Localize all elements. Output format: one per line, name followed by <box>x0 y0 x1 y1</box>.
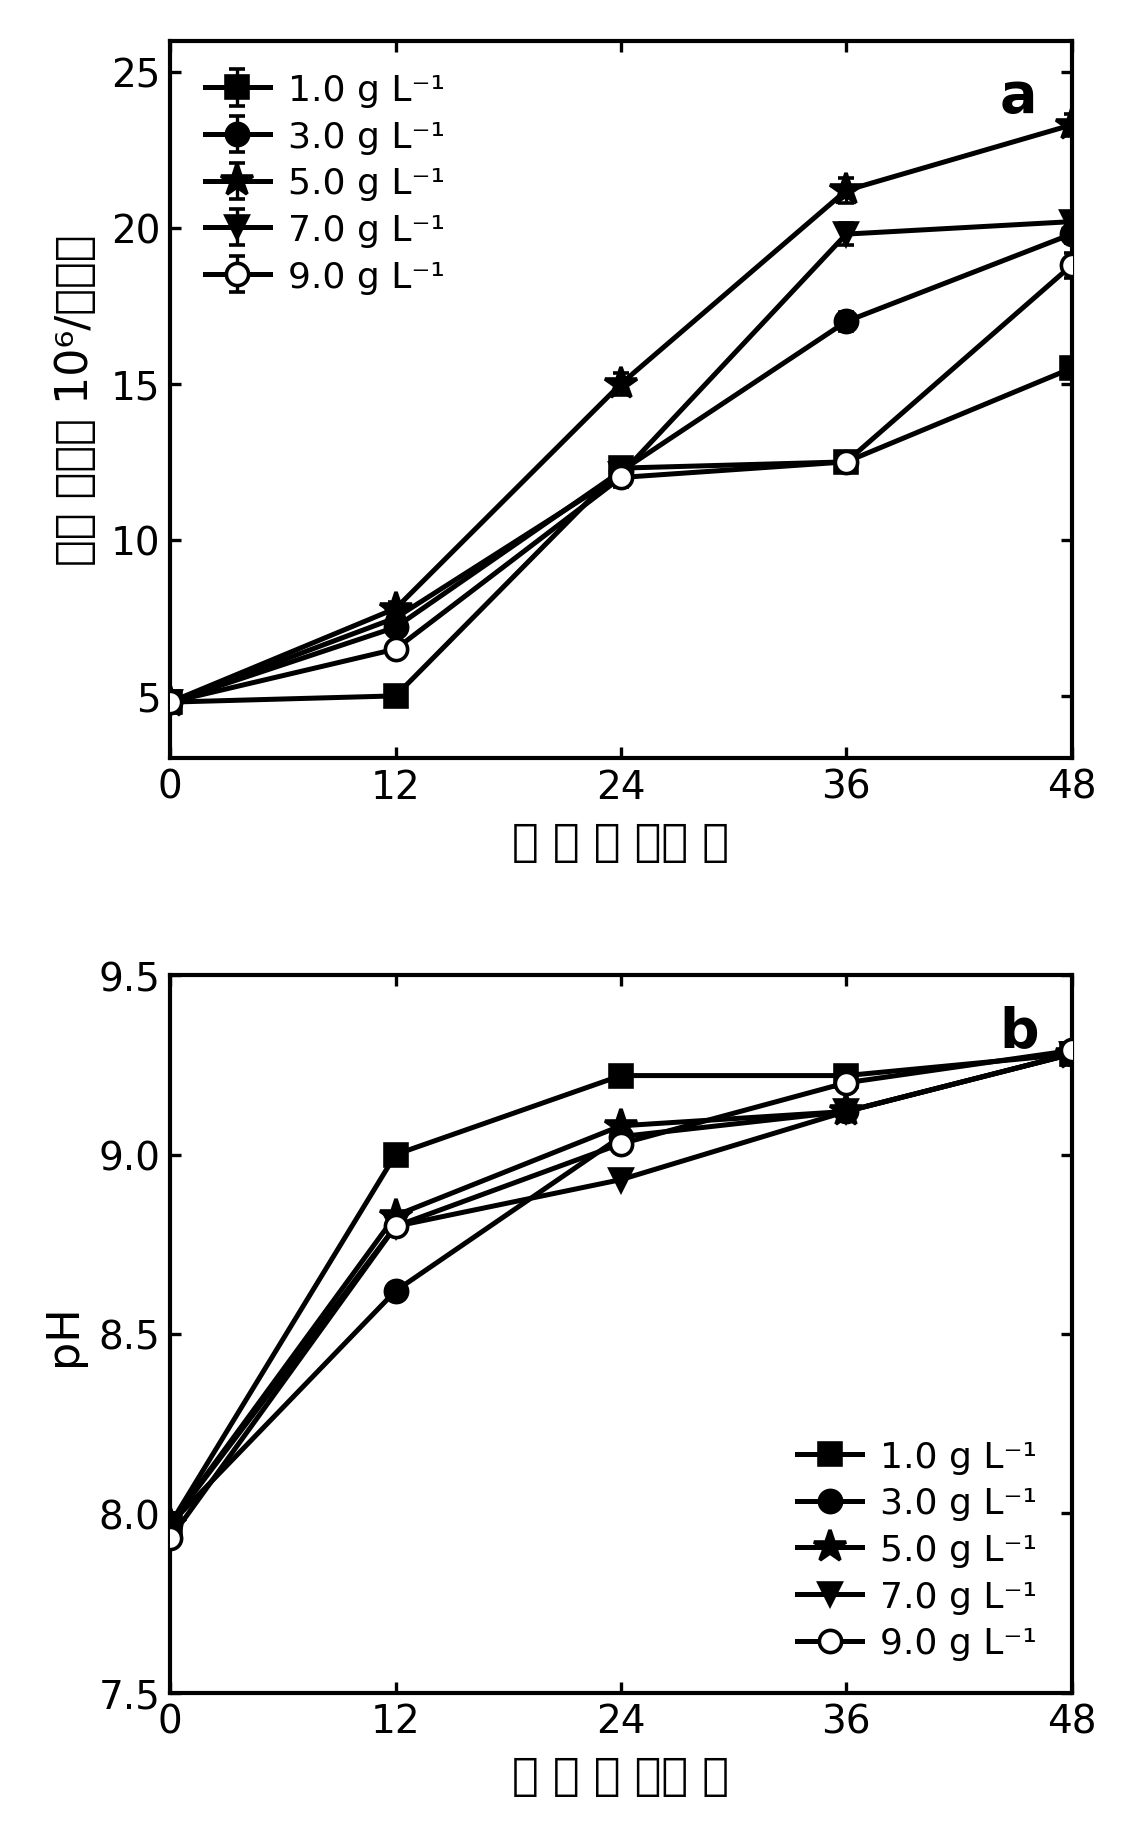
1.0 g L⁻¹ <box>615 1065 628 1087</box>
Y-axis label: pH: pH <box>42 1304 84 1365</box>
Line: 3.0 g L⁻¹: 3.0 g L⁻¹ <box>159 1043 1082 1536</box>
1.0 g L⁻¹ <box>840 1065 854 1087</box>
X-axis label: 时 间 （ 小时 ）: 时 间 （ 小时 ） <box>512 1754 729 1797</box>
5.0 g L⁻¹ <box>615 1114 628 1137</box>
9.0 g L⁻¹ <box>615 1133 628 1155</box>
3.0 g L⁻¹ <box>1065 1043 1079 1065</box>
1.0 g L⁻¹ <box>164 1513 178 1536</box>
Line: 7.0 g L⁻¹: 7.0 g L⁻¹ <box>159 1043 1082 1536</box>
Legend: 1.0 g L⁻¹, 3.0 g L⁻¹, 5.0 g L⁻¹, 7.0 g L⁻¹, 9.0 g L⁻¹: 1.0 g L⁻¹, 3.0 g L⁻¹, 5.0 g L⁻¹, 7.0 g L… <box>197 66 452 302</box>
3.0 g L⁻¹ <box>615 1125 628 1148</box>
5.0 g L⁻¹ <box>1065 1043 1079 1065</box>
5.0 g L⁻¹ <box>389 1205 403 1227</box>
Line: 9.0 g L⁻¹: 9.0 g L⁻¹ <box>159 1039 1082 1550</box>
5.0 g L⁻¹ <box>164 1513 178 1536</box>
Line: 5.0 g L⁻¹: 5.0 g L⁻¹ <box>154 1037 1088 1541</box>
5.0 g L⁻¹ <box>840 1102 854 1124</box>
Y-axis label: 细胞 密度（ 10⁶/毫升）: 细胞 密度（ 10⁶/毫升） <box>53 235 97 566</box>
7.0 g L⁻¹ <box>389 1216 403 1238</box>
9.0 g L⁻¹ <box>1065 1039 1079 1061</box>
Legend: 1.0 g L⁻¹, 3.0 g L⁻¹, 5.0 g L⁻¹, 7.0 g L⁻¹, 9.0 g L⁻¹: 1.0 g L⁻¹, 3.0 g L⁻¹, 5.0 g L⁻¹, 7.0 g L… <box>790 1433 1045 1668</box>
7.0 g L⁻¹ <box>1065 1043 1079 1065</box>
Text: a: a <box>999 70 1037 125</box>
3.0 g L⁻¹ <box>840 1102 854 1124</box>
3.0 g L⁻¹ <box>164 1513 178 1536</box>
9.0 g L⁻¹ <box>389 1216 403 1238</box>
7.0 g L⁻¹ <box>840 1102 854 1124</box>
7.0 g L⁻¹ <box>164 1513 178 1536</box>
3.0 g L⁻¹ <box>389 1280 403 1302</box>
Line: 1.0 g L⁻¹: 1.0 g L⁻¹ <box>159 1043 1082 1536</box>
X-axis label: 时 间 （ 小时 ）: 时 间 （ 小时 ） <box>512 820 729 864</box>
9.0 g L⁻¹ <box>164 1528 178 1550</box>
7.0 g L⁻¹ <box>615 1170 628 1192</box>
1.0 g L⁻¹ <box>1065 1043 1079 1065</box>
1.0 g L⁻¹ <box>389 1144 403 1166</box>
9.0 g L⁻¹ <box>840 1072 854 1094</box>
Text: b: b <box>999 1004 1039 1057</box>
